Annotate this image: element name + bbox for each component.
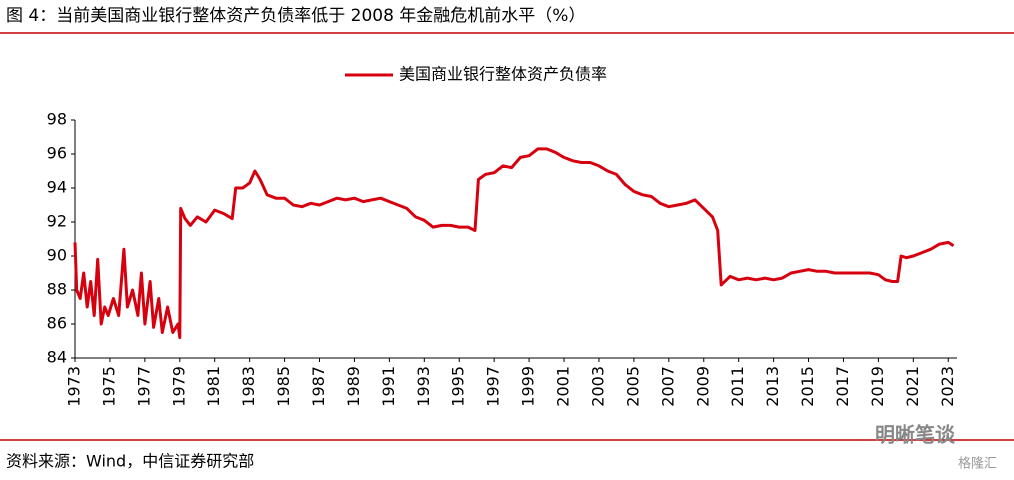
x-tick-label: 1973: [65, 366, 84, 407]
y-tick-label: 88: [47, 280, 67, 299]
y-tick-label: 96: [47, 144, 67, 163]
chart-title: 图 4：当前美国商业银行整体资产负债率低于 2008 年金融危机前水平（%）: [6, 6, 585, 26]
x-tick-label: 1983: [239, 366, 258, 407]
y-tick-label: 86: [47, 314, 67, 333]
x-tick-label: 1999: [519, 366, 538, 407]
x-tick-label: 2007: [658, 366, 677, 407]
x-tick-label: 1981: [204, 366, 223, 407]
x-tick-label: 1995: [449, 366, 468, 407]
x-tick-label: 1993: [414, 366, 433, 407]
y-tick-label: 94: [47, 178, 67, 197]
x-tick-label: 1985: [274, 366, 293, 407]
x-tick-label: 2009: [693, 366, 712, 407]
legend-label: 美国商业银行整体资产负债率: [399, 65, 607, 84]
line: [73, 147, 955, 340]
y-tick-label: 84: [47, 348, 67, 367]
y-tick-label: 90: [47, 246, 67, 265]
x-tick-label: 2011: [728, 366, 747, 407]
x-tick-label: 2015: [798, 366, 817, 407]
x-tick-label: 2021: [903, 366, 922, 407]
x-tick-label: 2005: [623, 366, 642, 407]
x-tick-label: 1987: [309, 366, 328, 407]
x-tick-label: 1989: [344, 366, 363, 407]
x-tick-label: 2003: [588, 366, 607, 407]
x-tick-label: 2001: [554, 366, 573, 407]
x-tick-label: 1997: [484, 366, 503, 407]
x-tick-label: 1975: [99, 366, 118, 407]
x-tick-label: 2019: [868, 366, 887, 407]
x-tick-label: 1977: [134, 366, 153, 407]
watermark: 格隆汇: [958, 456, 997, 472]
x-tick-label: 1991: [379, 366, 398, 407]
y-tick-label: 98: [47, 110, 67, 129]
x-tick-label: 2017: [833, 366, 852, 407]
x-tick-label: 2013: [763, 366, 782, 407]
x-tick-label: 2023: [938, 366, 957, 407]
y-tick-label: 92: [47, 212, 67, 231]
watermark: 明晰笔谈: [875, 423, 956, 447]
source: 资料来源：Wind，中信证券研究部: [6, 452, 254, 471]
x-tick-label: 1979: [169, 366, 188, 407]
